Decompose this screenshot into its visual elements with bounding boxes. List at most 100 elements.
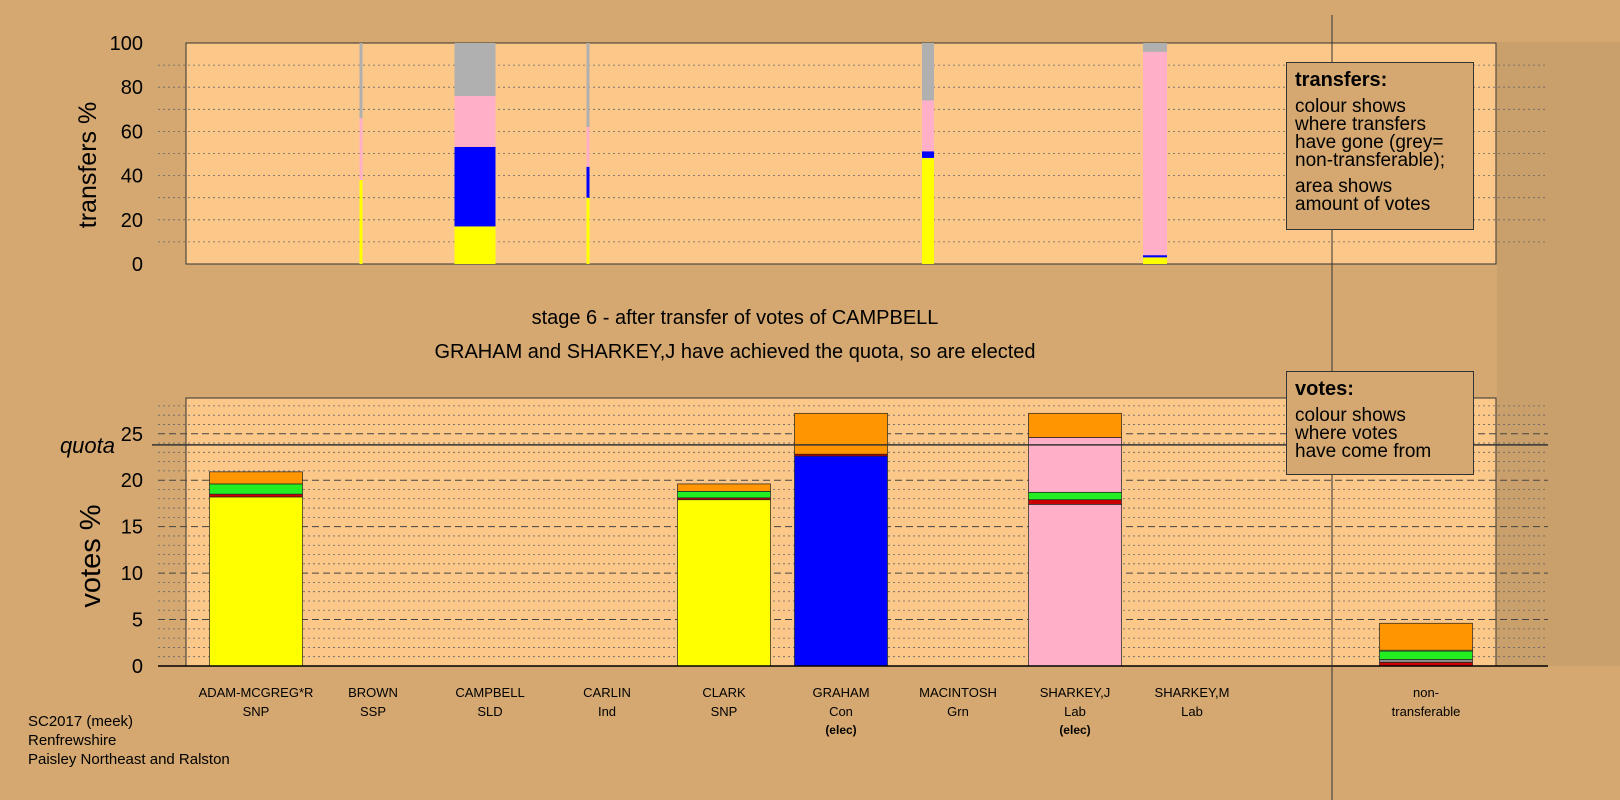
elected-label: (elec) <box>1059 723 1090 737</box>
transfers-y-tick-label: 40 <box>121 166 143 188</box>
candidate-name-label: CARLIN <box>583 685 631 700</box>
footer-line: Paisley Northeast and Ralston <box>28 751 230 768</box>
votes-legend-title: votes: <box>1295 378 1354 400</box>
transfers-bars <box>359 43 1167 264</box>
candidate-party-label: Lab <box>1181 704 1203 719</box>
transfers-y-tick-label: 100 <box>110 33 143 55</box>
stage-subtitle: GRAHAM and SHARKEY,J have achieved the q… <box>434 341 1035 363</box>
transfer-bar-segment <box>586 126 590 167</box>
transfer-bar-segment <box>922 100 934 152</box>
votes-y-tick-label: 15 <box>121 517 143 539</box>
transfers-legend-line: where transfers <box>1295 114 1426 135</box>
votes-legend-line: have come from <box>1295 441 1432 462</box>
transfer-bar-segment <box>922 157 934 264</box>
transfer-bar-segment <box>359 43 363 119</box>
transfer-bar-segment <box>1143 51 1167 256</box>
candidate-name-label: CAMPBELL <box>455 685 524 700</box>
footer-line: Renfrewshire <box>28 732 117 749</box>
transfers-y-tick-label: 0 <box>132 254 143 276</box>
vote-bar-segment <box>1028 437 1122 493</box>
footer-line: SC2017 (meek) <box>28 713 134 730</box>
vote-bar-segment <box>209 496 303 667</box>
elected-label: (elec) <box>825 723 856 737</box>
candidate-party-label: SNP <box>711 704 738 719</box>
stage-title: stage 6 - after transfer of votes of CAM… <box>532 307 939 329</box>
candidate-name-label: SHARKEY,M <box>1155 685 1230 700</box>
footer-info: SC2017 (meek) Renfrewshire Paisley North… <box>28 712 230 769</box>
votes-y-axis-label: votes % <box>75 504 107 607</box>
transfer-bar-segment <box>454 43 496 97</box>
candidate-party-label: SLD <box>477 704 502 719</box>
vote-bar-segment <box>1028 491 1122 501</box>
votes-plot: 0 5 10 15 20 25 quota votes % ADAM-MCGREG*R SN… <box>60 397 1548 737</box>
candidate-party-label: SSP <box>360 704 386 719</box>
votes-y-tick-label: 0 <box>132 656 143 678</box>
transfer-bar-segment <box>586 166 590 198</box>
transfer-bar-segment <box>586 197 590 264</box>
transfer-bar-segment <box>922 151 934 158</box>
votes-legend: votes: colour shows where votes have com… <box>1286 371 1474 475</box>
candidate-party-label: Con <box>829 704 853 719</box>
transfer-bar-segment <box>1143 255 1167 258</box>
transfer-bar-segment <box>359 180 363 264</box>
candidate-party-label: Lab <box>1064 704 1086 719</box>
transfers-y-tick-label: 60 <box>121 121 143 143</box>
candidate-labels: ADAM-MCGREG*R SNP BROWN SSP CAMPBELL SLD CARLI… <box>199 685 1461 737</box>
transfers-grid <box>158 64 1548 243</box>
transfers-legend-line: area shows <box>1295 176 1393 197</box>
transfers-legend: transfers: colour shows where transfers … <box>1286 62 1474 230</box>
votes-bars <box>209 412 1473 667</box>
transfer-bar-segment <box>1143 43 1167 52</box>
transfers-y-tick-label: 80 <box>121 77 143 99</box>
transfers-y-axis-label: transfers % <box>74 102 102 228</box>
candidate-name-label: BROWN <box>348 685 398 700</box>
candidate-name-label: ADAM-MCGREG*R <box>199 685 314 700</box>
vote-bar-segment <box>209 471 303 485</box>
quota-label: quota <box>60 433 115 458</box>
transfers-legend-line: amount of votes <box>1295 194 1431 215</box>
votes-y-tick-label: 5 <box>132 610 143 632</box>
candidate-name-label: CLARK <box>702 685 746 700</box>
transfer-bar-segment <box>1143 257 1167 264</box>
transfers-plot: 0 20 40 60 80 100 transfers % <box>74 33 1548 276</box>
transfers-y-ticks: 0 20 40 60 80 100 <box>110 33 143 276</box>
vote-bar-segment <box>1379 650 1473 660</box>
nontransferable-label: transferable <box>1392 704 1461 719</box>
vote-bar-segment <box>209 493 303 498</box>
votes-y-tick-label: 10 <box>121 563 143 585</box>
candidate-name-label: GRAHAM <box>812 685 869 700</box>
transfer-bar-segment <box>359 118 363 181</box>
votes-y-tick-label: 25 <box>121 424 143 446</box>
transfers-legend-line: colour shows <box>1295 96 1406 117</box>
vote-bar-segment <box>677 490 771 499</box>
vote-bar-segment <box>1028 499 1122 505</box>
transfers-y-tick-label: 20 <box>121 210 143 232</box>
transfers-legend-title: transfers: <box>1295 69 1388 91</box>
vote-bar-segment <box>209 483 303 495</box>
transfer-bar-segment <box>922 43 934 101</box>
vote-bar-segment <box>1379 659 1473 663</box>
vote-bar-segment <box>1028 504 1122 667</box>
right-shade-strip <box>1497 42 1620 666</box>
vote-bar-segment <box>1028 412 1122 438</box>
vote-bar-segment <box>794 412 888 455</box>
votes-y-ticks: 0 5 10 15 20 25 <box>121 424 143 678</box>
votes-legend-line: colour shows <box>1295 405 1406 426</box>
candidate-name-label: MACINTOSH <box>919 685 997 700</box>
transfers-legend-line: have gone (grey= <box>1295 132 1444 153</box>
transfers-legend-line: non-transferable); <box>1295 150 1445 171</box>
vote-bar-segment <box>677 483 771 492</box>
transfer-bar-segment <box>454 226 496 264</box>
candidate-party-label: SNP <box>243 704 270 719</box>
transfer-bar-segment <box>454 146 496 227</box>
candidate-party-label: Grn <box>947 704 969 719</box>
candidate-party-label: Ind <box>598 704 616 719</box>
transfer-bar-segment <box>454 96 496 147</box>
nontransferable-label: non- <box>1413 685 1439 700</box>
votes-legend-line: where votes <box>1295 423 1398 444</box>
transfer-bar-segment <box>586 43 590 127</box>
candidate-name-label: SHARKEY,J <box>1040 685 1111 700</box>
vote-bar-segment <box>677 499 771 667</box>
vote-bar-segment <box>1379 622 1473 651</box>
